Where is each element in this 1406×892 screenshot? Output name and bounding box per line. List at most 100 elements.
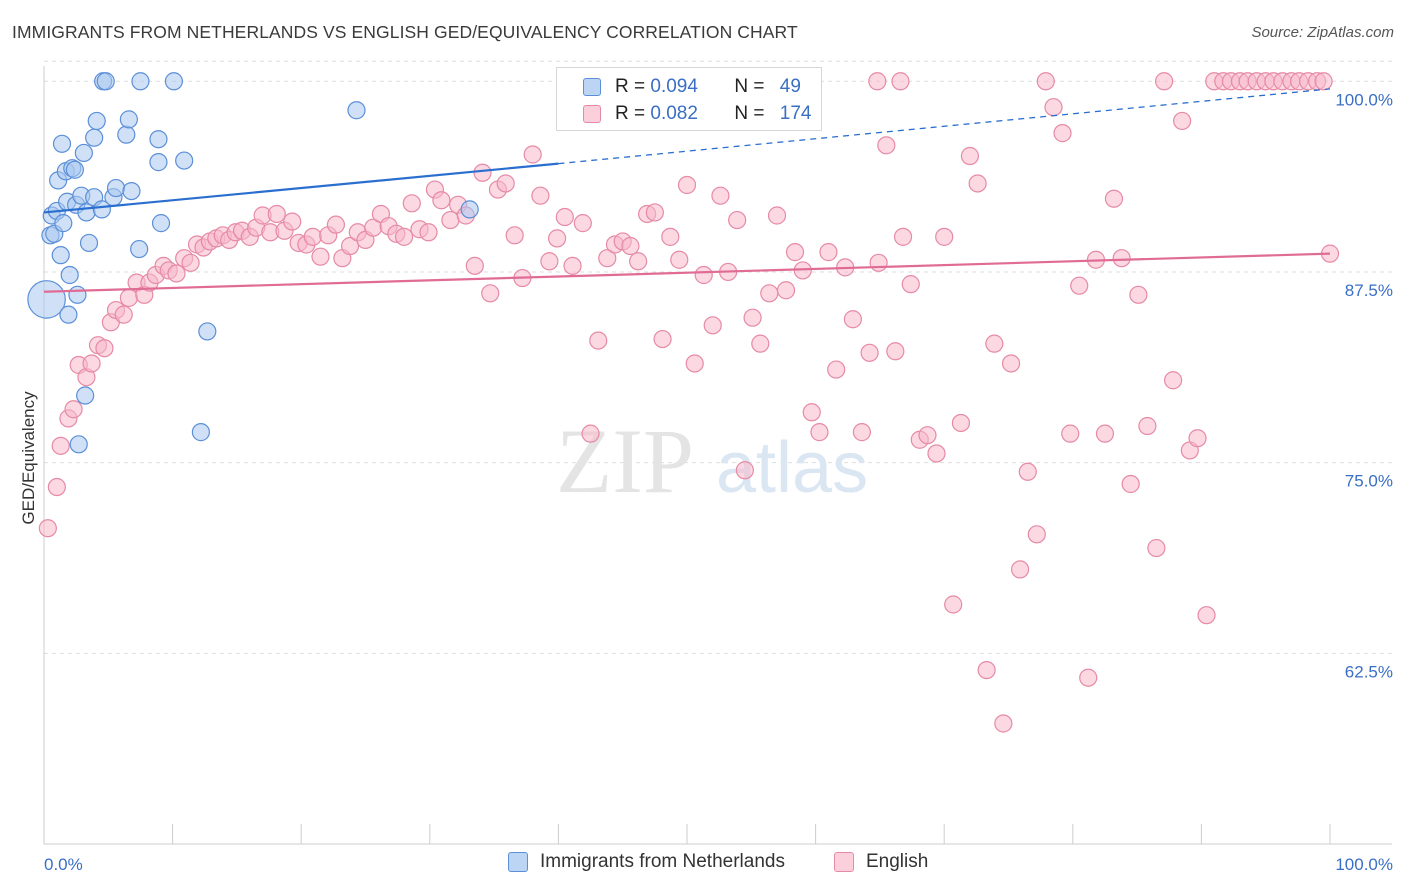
english-point (311, 247, 330, 266)
netherlands-point (77, 203, 96, 222)
english-point (119, 288, 138, 307)
netherlands-point (74, 143, 93, 163)
grid-layer (44, 60, 1392, 654)
series-legend-label: Immigrants from Netherlands (540, 851, 785, 872)
watermark: ZIP atlas (556, 410, 868, 512)
english-point (589, 331, 608, 350)
legend-n-value: 49 (779, 76, 801, 97)
english-point (283, 212, 302, 231)
english-point (95, 339, 114, 358)
english-point (645, 203, 664, 222)
netherlands-point (96, 72, 115, 91)
english-point (181, 253, 200, 272)
english-point (670, 250, 689, 269)
netherlands-point (149, 130, 168, 149)
series-english-points (38, 72, 1340, 733)
netherlands-point (69, 435, 88, 454)
series-legend-netherlands: Immigrants from Netherlands (508, 851, 785, 873)
legend-r-label: R = (615, 76, 651, 97)
english-point (303, 227, 322, 246)
english-point (891, 72, 910, 91)
legend-r-value: 0.094 (650, 76, 698, 97)
english-point (402, 194, 421, 213)
legend-row-english: R = 0.082 N = 174 (583, 101, 811, 127)
correlation-legend: R = 0.094 N = 49 R = 0.082 N = 174 (556, 67, 822, 131)
english-point (1036, 72, 1055, 91)
english-point (951, 413, 971, 433)
watermark-zip: ZIP (556, 410, 694, 512)
y-tick-label: 100.0% (1335, 90, 1393, 109)
english-point (1155, 72, 1174, 91)
netherlands-point (65, 160, 84, 179)
english-point (1001, 354, 1021, 373)
y-tick-label: 87.5% (1345, 281, 1393, 300)
series-legend-swatch-blue (508, 852, 528, 872)
english-point (927, 444, 946, 463)
english-point (47, 477, 66, 497)
english-point (1061, 424, 1080, 443)
english-point (267, 204, 286, 224)
english-point (1104, 189, 1124, 208)
netherlands-point (198, 322, 217, 341)
english-point (661, 227, 680, 246)
english-point (167, 264, 186, 283)
netherlands-point (191, 423, 210, 442)
english-point (810, 423, 829, 442)
series-legend-english: English (834, 851, 928, 873)
english-point (481, 284, 500, 303)
netherlands-trend-line (43, 162, 559, 214)
english-point (598, 249, 617, 268)
english-point (555, 207, 574, 227)
netherlands-point (119, 110, 138, 129)
english-point (1079, 668, 1098, 687)
english-point (548, 229, 567, 248)
english-point (629, 252, 648, 271)
english-point (694, 265, 713, 285)
netherlands-point (460, 200, 479, 219)
netherlands-point (54, 214, 73, 233)
netherlands-point (51, 246, 70, 265)
trend-lines (43, 88, 1331, 293)
legend-n-label: N = (734, 76, 770, 97)
english-point (1173, 111, 1192, 131)
english-point (711, 186, 730, 205)
legend-n-label: N = (734, 103, 770, 124)
english-point (531, 186, 550, 205)
english-point (394, 227, 414, 246)
english-point (760, 284, 779, 303)
chart-title: IMMIGRANTS FROM NETHERLANDS VS ENGLISH G… (12, 22, 798, 42)
english-point (968, 174, 987, 193)
english-point (935, 227, 954, 246)
english-point (1314, 72, 1333, 91)
english-point (505, 226, 524, 245)
netherlands-point (52, 134, 72, 153)
english-point (767, 206, 787, 225)
series-legend: Immigrants from Netherlands English (0, 851, 1406, 879)
english-point (540, 252, 559, 271)
netherlands-point (149, 153, 168, 172)
legend-swatch-blue (583, 78, 601, 96)
english-trend-line (43, 252, 1331, 293)
netherlands-point (106, 178, 126, 198)
english-point (869, 253, 888, 272)
english-point (1010, 560, 1030, 579)
english-point (893, 227, 913, 246)
english-point (886, 342, 905, 361)
netherlands-point (122, 181, 141, 201)
english-point (496, 174, 515, 193)
legend-n-value: 174 (779, 103, 812, 124)
series-netherlands-points (27, 72, 479, 454)
english-point (1070, 276, 1089, 295)
english-point (1188, 429, 1207, 448)
netherlands-point (87, 111, 106, 131)
tick-labels: 62.5% 75.0% 87.5% 100.0% 0.0% 100.0% (44, 90, 1393, 874)
english-point (1197, 606, 1216, 625)
series-legend-label: English (866, 851, 929, 872)
y-tick-label: 62.5% (1345, 662, 1393, 681)
netherlands-point (130, 239, 149, 259)
legend-swatch-pink (583, 105, 601, 123)
x-tick-label: 0.0% (44, 855, 83, 874)
legend-r-label: R = (615, 103, 651, 124)
english-point (1053, 124, 1072, 143)
english-point (523, 145, 542, 164)
